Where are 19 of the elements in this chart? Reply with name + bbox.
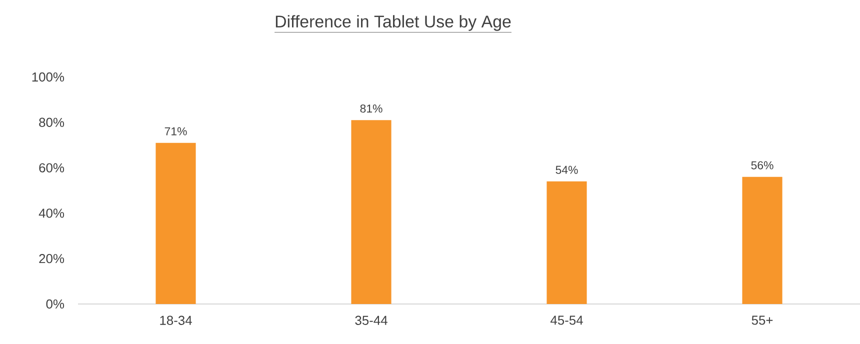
bar [156, 142, 196, 304]
y-tick-label: 100% [32, 72, 64, 82]
y-tick-label: 20% [39, 254, 64, 264]
chart-title: Difference in Tablet Use by Age [276, 15, 511, 31]
bar [742, 176, 782, 304]
x-tick-label: 18-34 [160, 316, 192, 325]
data-label: 56% [751, 161, 774, 170]
data-label: 71% [164, 127, 187, 136]
y-tick-label: 80% [39, 118, 64, 127]
y-tick-label: 0% [46, 299, 64, 309]
bar [546, 181, 587, 304]
data-label: 54% [556, 166, 578, 174]
bar [351, 120, 392, 304]
data-label: 81% [360, 104, 382, 113]
x-tick-label: 35-44 [355, 316, 388, 325]
y-tick-label: 60% [39, 163, 64, 172]
x-tick-label: 55+ [752, 316, 773, 325]
y-tick-label: 40% [38, 208, 64, 218]
x-tick-label: 45-54 [550, 316, 583, 325]
